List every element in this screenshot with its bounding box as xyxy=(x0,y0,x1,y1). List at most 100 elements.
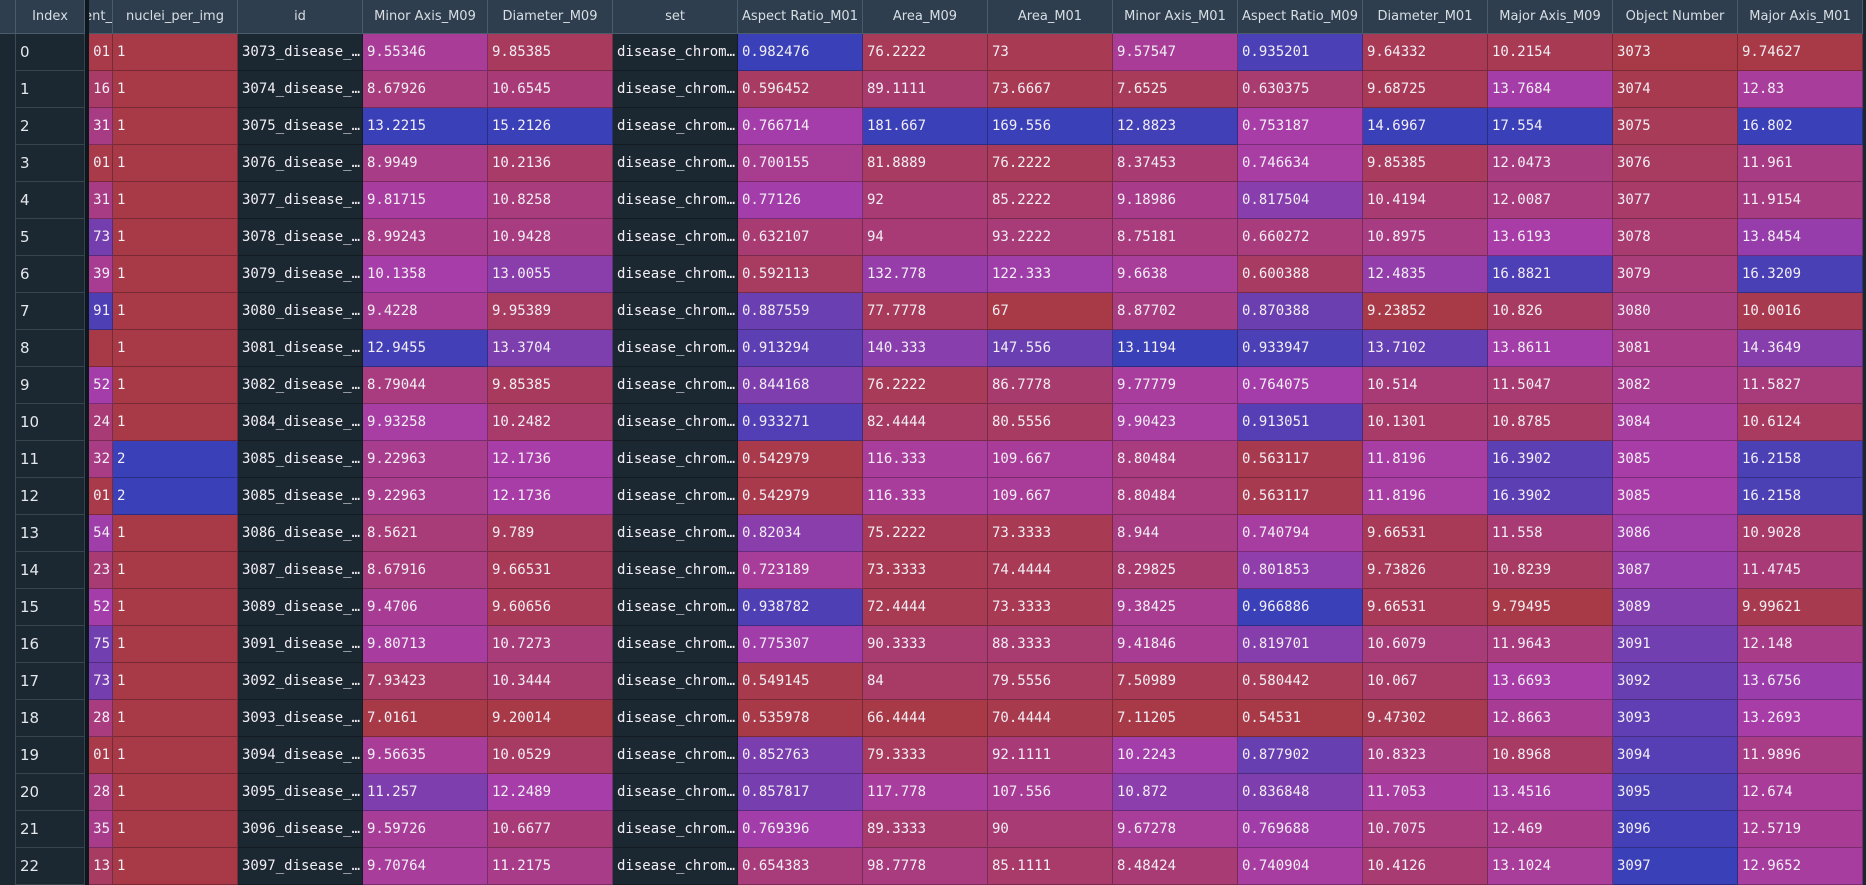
cell-diam-m09[interactable]: 10.9428 xyxy=(488,219,613,256)
row-index[interactable]: 11 xyxy=(16,441,85,478)
cell-ent[interactable]: 31 xyxy=(89,182,113,219)
cell-objnum[interactable]: 3079 xyxy=(1613,256,1738,293)
cell-minor-m09[interactable]: 7.0161 xyxy=(363,700,488,737)
cell-diam-m01[interactable]: 10.8323 xyxy=(1363,737,1488,774)
cell-ar-m09[interactable]: 0.764075 xyxy=(1238,367,1363,404)
cell-objnum[interactable]: 3097 xyxy=(1613,848,1738,885)
cell-set[interactable]: disease_chromatin xyxy=(613,404,738,441)
cell-ar-m01[interactable]: 0.549145 xyxy=(738,663,863,700)
cell-ar-m09[interactable]: 0.563117 xyxy=(1238,478,1363,515)
cell-ar-m01[interactable]: 0.654383 xyxy=(738,848,863,885)
cell-diam-m01[interactable]: 10.514 xyxy=(1363,367,1488,404)
cell-area-m09[interactable]: 94 xyxy=(863,219,988,256)
cell-ent[interactable]: 28 xyxy=(89,774,113,811)
cell-objnum[interactable]: 3087 xyxy=(1613,552,1738,589)
cell-area-m01[interactable]: 73 xyxy=(988,34,1113,71)
column-header-set[interactable]: set xyxy=(613,0,738,34)
cell-objnum[interactable]: 3081 xyxy=(1613,330,1738,367)
cell-ar-m01[interactable]: 0.844168 xyxy=(738,367,863,404)
cell-minor-m09[interactable]: 9.59726 xyxy=(363,811,488,848)
cell-major-m09[interactable]: 11.9643 xyxy=(1488,626,1613,663)
cell-major-m01[interactable]: 16.2158 xyxy=(1738,441,1863,478)
cell-set[interactable]: disease_chromatin xyxy=(613,441,738,478)
cell-ar-m01[interactable]: 0.852763 xyxy=(738,737,863,774)
cell-major-m09[interactable]: 13.7684 xyxy=(1488,71,1613,108)
cell-minor-m09[interactable]: 9.56635 xyxy=(363,737,488,774)
cell-area-m01[interactable]: 122.333 xyxy=(988,256,1113,293)
cell-area-m01[interactable]: 73.3333 xyxy=(988,515,1113,552)
cell-diam-m09[interactable]: 10.7273 xyxy=(488,626,613,663)
cell-ar-m01[interactable]: 0.933271 xyxy=(738,404,863,441)
cell-major-m01[interactable]: 11.4745 xyxy=(1738,552,1863,589)
cell-ar-m09[interactable]: 0.877902 xyxy=(1238,737,1363,774)
cell-ent[interactable]: 54 xyxy=(89,515,113,552)
cell-ar-m09[interactable]: 0.54531 xyxy=(1238,700,1363,737)
row-index[interactable]: 13 xyxy=(16,515,85,552)
cell-major-m09[interactable]: 13.8611 xyxy=(1488,330,1613,367)
column-header-minor-m09[interactable]: Minor Axis_M09 xyxy=(363,0,488,34)
cell-objnum[interactable]: 3082 xyxy=(1613,367,1738,404)
cell-major-m09[interactable]: 16.8821 xyxy=(1488,256,1613,293)
cell-set[interactable]: disease_chromatin xyxy=(613,293,738,330)
cell-diam-m09[interactable]: 10.3444 xyxy=(488,663,613,700)
cell-minor-m09[interactable]: 9.70764 xyxy=(363,848,488,885)
cell-major-m09[interactable]: 10.8968 xyxy=(1488,737,1613,774)
cell-minor-m01[interactable]: 9.18986 xyxy=(1113,182,1238,219)
cell-objnum[interactable]: 3085 xyxy=(1613,478,1738,515)
cell-id[interactable]: 3081_disease_chromatin xyxy=(238,330,363,367)
cell-ent[interactable]: 35 xyxy=(89,811,113,848)
cell-set[interactable]: disease_chromatin xyxy=(613,256,738,293)
cell-diam-m01[interactable]: 11.7053 xyxy=(1363,774,1488,811)
cell-minor-m01[interactable]: 8.37453 xyxy=(1113,145,1238,182)
cell-major-m09[interactable]: 9.79495 xyxy=(1488,589,1613,626)
cell-ar-m09[interactable]: 0.836848 xyxy=(1238,774,1363,811)
cell-diam-m09[interactable]: 10.2482 xyxy=(488,404,613,441)
cell-major-m01[interactable]: 16.3209 xyxy=(1738,256,1863,293)
cell-nuclei[interactable]: 1 xyxy=(113,811,238,848)
cell-nuclei[interactable]: 1 xyxy=(113,330,238,367)
cell-major-m09[interactable]: 10.2154 xyxy=(1488,34,1613,71)
row-index[interactable]: 20 xyxy=(16,774,85,811)
row-index[interactable]: 19 xyxy=(16,737,85,774)
cell-diam-m09[interactable]: 10.2136 xyxy=(488,145,613,182)
cell-ar-m09[interactable]: 0.801853 xyxy=(1238,552,1363,589)
cell-major-m09[interactable]: 12.469 xyxy=(1488,811,1613,848)
cell-area-m01[interactable]: 73.3333 xyxy=(988,589,1113,626)
cell-major-m01[interactable]: 12.5719 xyxy=(1738,811,1863,848)
cell-ar-m01[interactable]: 0.82034 xyxy=(738,515,863,552)
cell-id[interactable]: 3079_disease_chromatin xyxy=(238,256,363,293)
cell-major-m01[interactable]: 16.2158 xyxy=(1738,478,1863,515)
cell-ent[interactable]: 52 xyxy=(89,589,113,626)
row-index[interactable]: 8 xyxy=(16,330,85,367)
column-header-nuclei[interactable]: nuclei_per_img xyxy=(113,0,238,34)
cell-id[interactable]: 3089_disease_chromatin xyxy=(238,589,363,626)
cell-diam-m01[interactable]: 10.8975 xyxy=(1363,219,1488,256)
cell-area-m09[interactable]: 79.3333 xyxy=(863,737,988,774)
cell-nuclei[interactable]: 1 xyxy=(113,663,238,700)
cell-id[interactable]: 3080_disease_chromatin xyxy=(238,293,363,330)
cell-minor-m09[interactable]: 9.4706 xyxy=(363,589,488,626)
cell-diam-m01[interactable]: 9.66531 xyxy=(1363,515,1488,552)
cell-area-m09[interactable]: 77.7778 xyxy=(863,293,988,330)
cell-set[interactable]: disease_chromatin xyxy=(613,367,738,404)
cell-ent[interactable]: 16 xyxy=(89,71,113,108)
cell-set[interactable]: disease_chromatin xyxy=(613,145,738,182)
cell-objnum[interactable]: 3075 xyxy=(1613,108,1738,145)
cell-major-m09[interactable]: 13.6193 xyxy=(1488,219,1613,256)
cell-minor-m01[interactable]: 10.872 xyxy=(1113,774,1238,811)
cell-area-m09[interactable]: 89.3333 xyxy=(863,811,988,848)
row-index[interactable]: 21 xyxy=(16,811,85,848)
cell-ar-m09[interactable]: 0.870388 xyxy=(1238,293,1363,330)
cell-ent[interactable]: 01 xyxy=(89,145,113,182)
cell-major-m09[interactable]: 17.554 xyxy=(1488,108,1613,145)
column-header-ar-m01[interactable]: Aspect Ratio_M01 xyxy=(738,0,863,34)
cell-major-m01[interactable]: 11.9154 xyxy=(1738,182,1863,219)
row-index[interactable]: 15 xyxy=(16,589,85,626)
cell-area-m01[interactable]: 147.556 xyxy=(988,330,1113,367)
cell-nuclei[interactable]: 1 xyxy=(113,34,238,71)
cell-major-m01[interactable]: 13.2693 xyxy=(1738,700,1863,737)
cell-ent[interactable]: 91 xyxy=(89,293,113,330)
cell-nuclei[interactable]: 1 xyxy=(113,182,238,219)
row-selection-gutter[interactable] xyxy=(0,34,16,885)
column-header-ar-m09[interactable]: Aspect Ratio_M09 xyxy=(1238,0,1363,34)
